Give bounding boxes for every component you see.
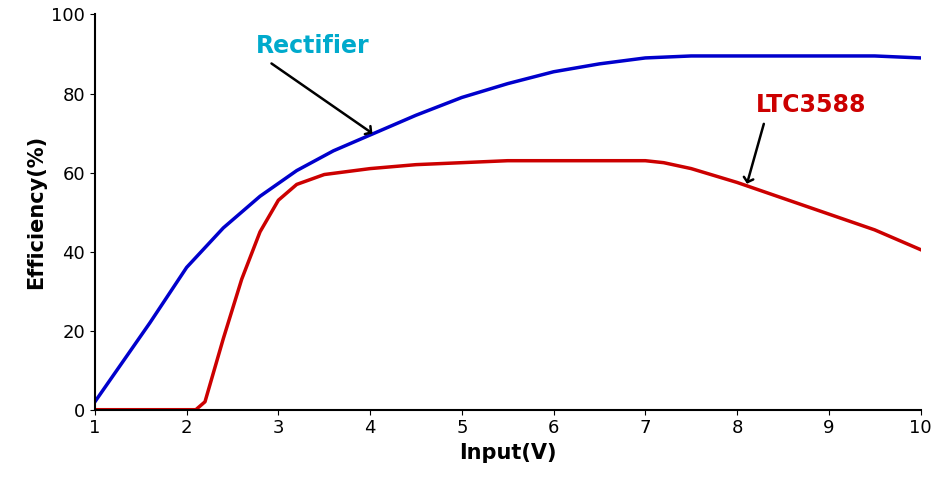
Text: Rectifier: Rectifier (255, 34, 369, 58)
Y-axis label: Efficiency(%): Efficiency(%) (26, 135, 46, 289)
X-axis label: Input(V): Input(V) (459, 443, 556, 463)
Text: LTC3588: LTC3588 (755, 93, 865, 117)
